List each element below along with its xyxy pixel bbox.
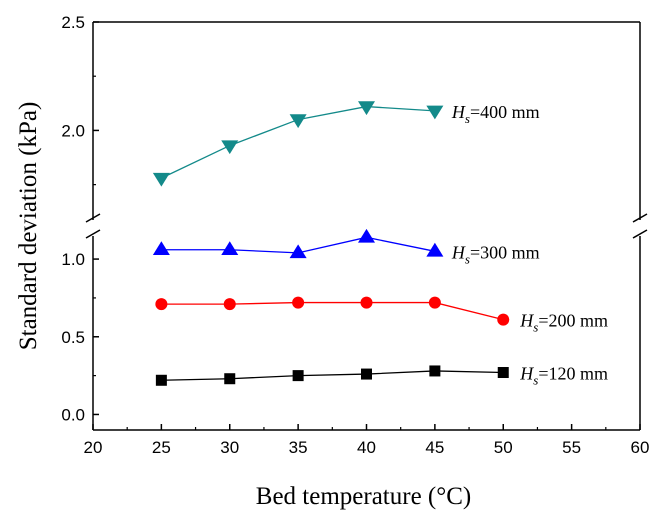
data-point-triangle-up <box>358 228 375 243</box>
x-tick-label: 55 <box>562 438 581 457</box>
x-tick-label: 40 <box>357 438 376 457</box>
data-point-triangle-up <box>221 241 239 256</box>
y-tick-label: 2.5 <box>61 13 85 32</box>
data-point-circle <box>292 296 305 309</box>
data-point-circle <box>155 298 168 311</box>
series-label: Hs=120 mm <box>519 364 608 388</box>
series-label: Hs=200 mm <box>519 311 608 335</box>
labels: 20 25 30 35 40 45 50 55 60 0.0 0.5 1.0 2.0 2.5 Bed tem… <box>15 13 649 510</box>
x-tick-label: 20 <box>84 438 103 457</box>
data-point-square <box>292 370 304 382</box>
x-tick-label: 45 <box>425 438 444 457</box>
left-axis-break-mark <box>85 229 101 239</box>
data-point-triangle-down <box>289 114 307 129</box>
right-axis-break-mark <box>632 229 648 239</box>
series-label: Hs=400 mm <box>451 102 540 126</box>
y-tick-label: 0.0 <box>61 405 85 424</box>
right-axis-break-mark <box>632 213 648 223</box>
data-point-circle <box>497 313 510 326</box>
y-tick-label: 2.0 <box>61 121 85 140</box>
data-point-triangle-down <box>221 140 239 155</box>
data-point-square <box>497 367 509 379</box>
data-point-square <box>429 365 441 377</box>
data-point-triangle-down <box>426 105 444 120</box>
data-point-circle <box>223 298 236 311</box>
data-point-square <box>361 368 372 380</box>
data-point-square <box>155 374 167 386</box>
x-tick-label: 60 <box>631 438 650 457</box>
x-tick-label: 50 <box>494 438 513 457</box>
data-point-triangle-up <box>426 242 444 257</box>
y-axis-title: Standard deviation (kPa) <box>15 102 42 351</box>
data-point-circle <box>428 296 441 309</box>
data-point-triangle-up <box>152 241 170 256</box>
x-tick-label: 35 <box>289 438 308 457</box>
data-point-triangle-down <box>358 101 375 116</box>
series-line <box>161 301 504 321</box>
series-line <box>161 370 504 381</box>
x-tick-label: 25 <box>152 438 171 457</box>
y-tick-label: 1.0 <box>61 250 85 269</box>
data-point-circle <box>360 296 373 309</box>
plot-area <box>152 101 510 386</box>
data-point-triangle-down <box>152 172 170 187</box>
x-tick-label: 30 <box>220 438 239 457</box>
data-point-square <box>224 373 236 385</box>
series-label: Hs=300 mm <box>451 242 540 266</box>
data-point-triangle-up <box>289 244 307 259</box>
y-tick-label: 0.5 <box>61 328 85 347</box>
axes <box>85 21 648 431</box>
x-axis-title: Bed temperature (°C) <box>256 483 471 510</box>
left-axis-break-mark <box>85 213 101 223</box>
